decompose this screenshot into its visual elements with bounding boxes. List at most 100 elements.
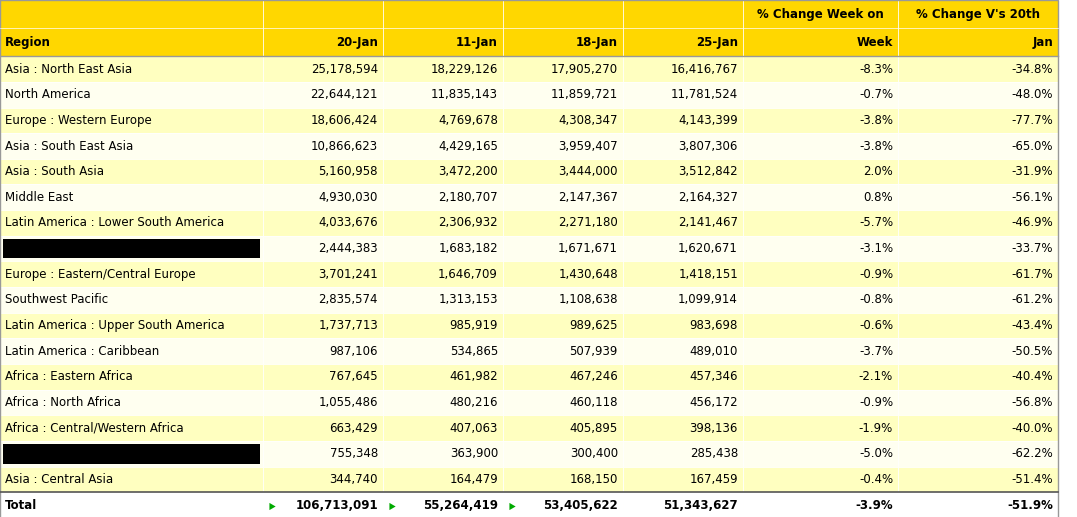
Text: 1,313,153: 1,313,153 xyxy=(438,294,498,307)
Bar xyxy=(0,467,263,492)
Bar xyxy=(263,133,383,159)
Bar xyxy=(0,210,263,236)
Bar xyxy=(898,185,1058,210)
Bar xyxy=(383,492,503,517)
Bar xyxy=(503,492,623,517)
Bar xyxy=(263,441,383,467)
Bar xyxy=(0,441,263,467)
Text: 11,781,524: 11,781,524 xyxy=(671,88,738,101)
Text: 3,472,200: 3,472,200 xyxy=(438,165,498,178)
Bar xyxy=(0,0,263,56)
Bar xyxy=(743,467,898,492)
Bar xyxy=(0,492,263,517)
Text: 2,180,707: 2,180,707 xyxy=(438,191,498,204)
Bar xyxy=(623,185,743,210)
Bar xyxy=(503,339,623,364)
Bar xyxy=(0,415,263,441)
Text: Africa : Eastern Africa: Africa : Eastern Africa xyxy=(5,370,132,384)
Text: 20-Jan: 20-Jan xyxy=(336,36,378,49)
Bar xyxy=(383,415,503,441)
Text: 989,625: 989,625 xyxy=(570,319,618,332)
Bar xyxy=(503,467,623,492)
Text: 755,348: 755,348 xyxy=(330,447,378,460)
Bar xyxy=(263,415,383,441)
Text: -2.1%: -2.1% xyxy=(858,370,893,384)
Text: 22,644,121: 22,644,121 xyxy=(310,88,378,101)
Text: 1,620,671: 1,620,671 xyxy=(679,242,738,255)
Text: 167,459: 167,459 xyxy=(689,473,738,486)
Text: -3.1%: -3.1% xyxy=(858,242,893,255)
Bar xyxy=(898,441,1058,467)
Bar xyxy=(623,467,743,492)
Bar xyxy=(263,210,383,236)
Text: Asia : Central Asia: Asia : Central Asia xyxy=(5,473,113,486)
Text: 4,429,165: 4,429,165 xyxy=(438,140,498,153)
Bar xyxy=(263,262,383,287)
Bar xyxy=(503,185,623,210)
Text: 25-Jan: 25-Jan xyxy=(696,36,738,49)
Bar xyxy=(383,441,503,467)
Bar xyxy=(263,0,383,56)
Text: -46.9%: -46.9% xyxy=(1011,217,1053,230)
Text: 3,959,407: 3,959,407 xyxy=(558,140,618,153)
Text: 983,698: 983,698 xyxy=(689,319,738,332)
Bar xyxy=(898,339,1058,364)
Text: 3,701,241: 3,701,241 xyxy=(318,268,378,281)
Bar xyxy=(0,108,263,133)
Text: -34.8%: -34.8% xyxy=(1011,63,1053,75)
Text: 456,172: 456,172 xyxy=(689,396,738,409)
Text: 285,438: 285,438 xyxy=(689,447,738,460)
Bar xyxy=(0,236,263,262)
Text: 2,444,383: 2,444,383 xyxy=(319,242,378,255)
Text: Latin America : Lower South America: Latin America : Lower South America xyxy=(5,217,224,230)
Bar xyxy=(743,210,898,236)
Text: 1,671,671: 1,671,671 xyxy=(558,242,618,255)
Bar xyxy=(623,415,743,441)
Text: Latin America : Upper South America: Latin America : Upper South America xyxy=(5,319,225,332)
Bar xyxy=(263,56,383,82)
Text: Week: Week xyxy=(856,36,893,49)
Bar xyxy=(263,287,383,313)
Bar xyxy=(503,236,623,262)
Bar xyxy=(0,185,263,210)
Bar xyxy=(263,313,383,339)
Bar xyxy=(503,364,623,390)
Bar xyxy=(743,262,898,287)
Bar xyxy=(898,82,1058,108)
Bar xyxy=(743,313,898,339)
Bar xyxy=(383,82,503,108)
Bar xyxy=(383,159,503,185)
Bar xyxy=(898,364,1058,390)
Text: 2,164,327: 2,164,327 xyxy=(679,191,738,204)
Bar xyxy=(898,108,1058,133)
Bar xyxy=(623,313,743,339)
Text: -0.7%: -0.7% xyxy=(858,88,893,101)
Bar xyxy=(503,313,623,339)
Text: -3.8%: -3.8% xyxy=(859,114,893,127)
Bar xyxy=(743,82,898,108)
Text: 0.8%: 0.8% xyxy=(864,191,893,204)
Bar xyxy=(898,159,1058,185)
Bar xyxy=(623,82,743,108)
Text: -3.8%: -3.8% xyxy=(859,140,893,153)
Bar xyxy=(503,262,623,287)
Bar xyxy=(383,185,503,210)
Bar xyxy=(0,262,263,287)
Bar xyxy=(0,133,263,159)
Text: -43.4%: -43.4% xyxy=(1011,319,1053,332)
Bar xyxy=(383,210,503,236)
Bar xyxy=(623,262,743,287)
Text: 2,141,467: 2,141,467 xyxy=(679,217,738,230)
Text: 2,147,367: 2,147,367 xyxy=(558,191,618,204)
Text: 25,178,594: 25,178,594 xyxy=(311,63,378,75)
Text: 300,400: 300,400 xyxy=(570,447,618,460)
Bar xyxy=(3,239,260,258)
Bar xyxy=(743,108,898,133)
Text: 398,136: 398,136 xyxy=(689,422,738,435)
Text: Asia : South Asia: Asia : South Asia xyxy=(5,165,104,178)
Text: -62.2%: -62.2% xyxy=(1011,447,1053,460)
Bar xyxy=(898,415,1058,441)
Bar xyxy=(383,287,503,313)
Bar xyxy=(623,159,743,185)
Text: 3,444,000: 3,444,000 xyxy=(559,165,618,178)
